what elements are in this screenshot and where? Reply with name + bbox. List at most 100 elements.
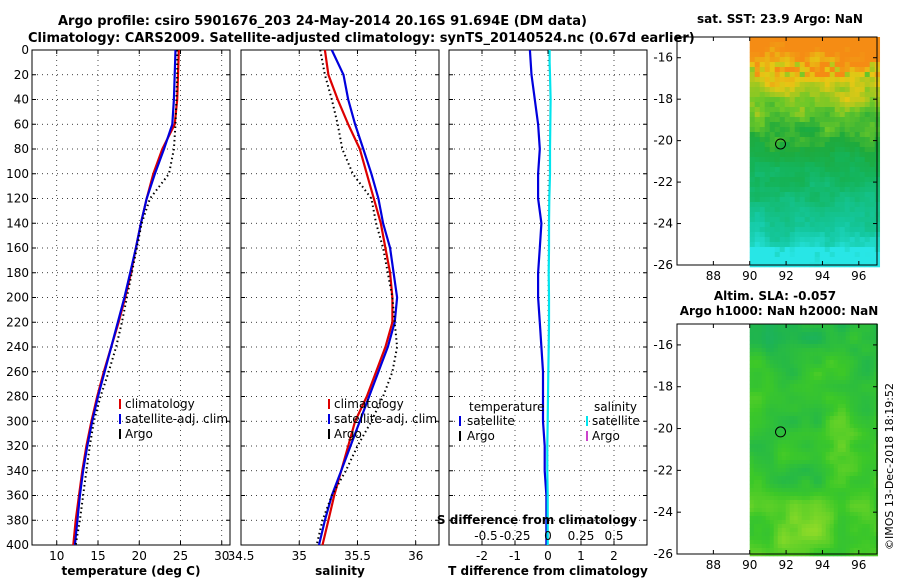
map-cell xyxy=(809,428,815,433)
y-tick-label: 180 xyxy=(6,266,29,280)
map-cell xyxy=(765,404,771,409)
map-cell xyxy=(773,416,779,421)
map-cell xyxy=(777,484,783,489)
map-cell xyxy=(764,52,771,58)
map-cell xyxy=(761,520,767,525)
map-cell xyxy=(845,508,851,513)
map-cell xyxy=(754,257,761,263)
map-cell xyxy=(765,340,771,345)
map-cell xyxy=(769,222,776,228)
map-cell xyxy=(805,440,811,445)
map-cell xyxy=(833,360,839,365)
map-cell xyxy=(801,400,807,405)
map-cell xyxy=(801,516,807,521)
map-cell xyxy=(849,400,855,405)
map-cell xyxy=(769,516,775,521)
map-cell xyxy=(869,162,876,168)
map-cell xyxy=(849,456,855,461)
y-tick-label: -16 xyxy=(653,338,673,352)
legend-label: satellite-adj. clim. xyxy=(334,412,441,426)
map-cell xyxy=(759,197,766,203)
map-cell xyxy=(773,468,779,473)
map-cell xyxy=(774,222,781,228)
map-cell xyxy=(854,122,861,128)
map-cell xyxy=(749,202,756,208)
map-cell xyxy=(869,540,875,545)
map-cell xyxy=(789,516,795,521)
map-cell xyxy=(761,524,767,529)
map-cell xyxy=(759,222,766,228)
map-cell xyxy=(809,456,815,461)
map-cell xyxy=(861,356,867,361)
map-cell xyxy=(844,72,851,78)
x-tick-label: 10 xyxy=(49,549,64,563)
map-cell xyxy=(833,548,839,553)
map-cell xyxy=(819,182,826,188)
map-cell xyxy=(873,376,879,381)
map-cell xyxy=(873,440,879,445)
map-cell xyxy=(759,242,766,248)
map-cell xyxy=(873,516,879,521)
map-cell xyxy=(789,504,795,509)
map-cell xyxy=(785,484,791,489)
map-cell xyxy=(809,172,816,178)
map-cell xyxy=(813,400,819,405)
map-cell xyxy=(833,536,839,541)
map-cell xyxy=(797,340,803,345)
map-cell xyxy=(857,444,863,449)
map-cell xyxy=(869,77,876,83)
map-cell xyxy=(764,147,771,153)
map-cell xyxy=(825,332,831,337)
map-cell xyxy=(769,484,775,489)
map-cell xyxy=(805,352,811,357)
map-cell xyxy=(857,392,863,397)
map-cell xyxy=(773,396,779,401)
map-cell xyxy=(801,368,807,373)
map-cell xyxy=(854,117,861,123)
map-cell xyxy=(834,87,841,93)
map-cell xyxy=(859,247,866,253)
map-cell xyxy=(817,488,823,493)
map-cell xyxy=(784,187,791,193)
x-tick-label: 36 xyxy=(408,549,423,563)
map-cell xyxy=(813,520,819,525)
map-cell xyxy=(865,532,871,537)
y-tick-label: -22 xyxy=(653,463,673,477)
map-cell xyxy=(824,102,831,108)
map-cell xyxy=(779,82,786,88)
map-cell xyxy=(839,237,846,243)
map-cell xyxy=(759,117,766,123)
map-cell xyxy=(844,47,851,53)
map-cell xyxy=(839,107,846,113)
imos-credit: ©IMOS 13-Dec-2018 18:19:52 xyxy=(883,383,896,550)
map-cell xyxy=(804,172,811,178)
map-cell xyxy=(869,340,875,345)
map-cell xyxy=(759,257,766,263)
map-cell xyxy=(813,452,819,457)
map-cell xyxy=(797,424,803,429)
map-cell xyxy=(777,340,783,345)
map-cell xyxy=(809,187,816,193)
map-cell xyxy=(757,364,763,369)
map-cell xyxy=(777,464,783,469)
map-cell xyxy=(813,372,819,377)
map-cell xyxy=(817,392,823,397)
map-cell xyxy=(865,408,871,413)
map-cell xyxy=(789,356,795,361)
map-cell xyxy=(844,152,851,158)
map-cell xyxy=(809,217,816,223)
map-cell xyxy=(824,142,831,148)
map-cell xyxy=(761,412,767,417)
map-cell xyxy=(777,376,783,381)
map-cell xyxy=(839,82,846,88)
map-cell xyxy=(804,207,811,213)
map-cell xyxy=(773,508,779,513)
map-cell xyxy=(785,440,791,445)
map-cell xyxy=(765,384,771,389)
map-cell xyxy=(793,540,799,545)
map-cell xyxy=(829,202,836,208)
map-cell xyxy=(837,352,843,357)
map-cell xyxy=(864,77,871,83)
map-cell xyxy=(749,237,756,243)
map-cell xyxy=(761,468,767,473)
